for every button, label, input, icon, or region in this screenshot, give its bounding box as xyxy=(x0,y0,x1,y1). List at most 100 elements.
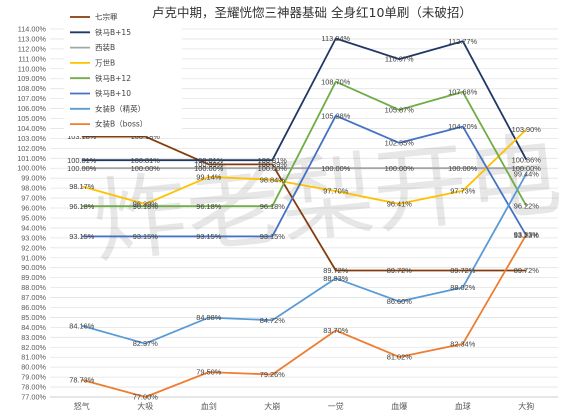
data-label: 100.00% xyxy=(385,164,415,173)
data-label: 110.97% xyxy=(385,55,414,64)
y-tick-label: 80.00% xyxy=(21,363,46,372)
data-label: 96.18% xyxy=(196,202,221,211)
series-line xyxy=(81,128,527,206)
data-label: 100.00% xyxy=(258,164,288,173)
data-label: 89.72% xyxy=(450,266,475,275)
data-label: 103.18% xyxy=(131,132,161,141)
chart-title: 卢克中期，圣耀恍惚三神器基础 全身红10单刷（未破招） xyxy=(152,5,472,20)
y-tick-label: 82.00% xyxy=(21,343,46,352)
x-tick-label: 大吸 xyxy=(137,401,153,411)
y-tick-label: 86.00% xyxy=(21,303,46,312)
series-lines xyxy=(81,37,528,398)
data-label: 104.20% xyxy=(448,122,478,131)
y-tick-label: 83.00% xyxy=(21,333,46,342)
y-tick-label: 112.00% xyxy=(18,44,47,53)
data-label: 89.72% xyxy=(323,266,348,275)
series-line xyxy=(81,114,528,238)
data-label: 100.81% xyxy=(67,156,97,165)
x-tick-label: 大狗 xyxy=(518,401,534,411)
data-label: 96.39% xyxy=(133,200,158,209)
series-line xyxy=(81,234,528,398)
y-tick-label: 81.00% xyxy=(21,353,46,362)
data-label: 96.22% xyxy=(514,201,539,210)
x-tick-label: 血剑 xyxy=(201,401,217,411)
y-tick-label: 99.00% xyxy=(21,174,46,183)
y-tick-label: 106.00% xyxy=(17,104,46,113)
y-tick-label: 79.00% xyxy=(21,373,46,382)
series-line xyxy=(81,37,528,162)
gridlines xyxy=(50,28,558,398)
y-tick-label: 107.00% xyxy=(17,94,46,103)
data-label: 84.98% xyxy=(196,313,221,322)
y-tick-label: 110.00% xyxy=(18,64,47,73)
x-tick-label: 怒气 xyxy=(74,401,90,411)
data-label: 93.15% xyxy=(196,232,221,241)
data-label: 108.70% xyxy=(321,77,351,86)
x-axis: 怒气 大吸 血剑 大崩 一觉 血爆 血球 大狗 xyxy=(74,401,535,411)
y-tick-label: 90.00% xyxy=(21,263,46,272)
y-tick-label: 109.00% xyxy=(17,74,46,83)
data-label: 82.34% xyxy=(450,339,475,348)
data-label: 100.00% xyxy=(194,164,224,173)
y-tick-label: 78.00% xyxy=(21,383,46,392)
x-tick-label: 一觉 xyxy=(328,401,344,411)
data-label: 100.00% xyxy=(131,164,161,173)
data-label: 88.93% xyxy=(323,274,348,283)
data-label: 98.84% xyxy=(260,175,285,184)
data-label: 103.18% xyxy=(67,132,97,141)
y-tick-label: 85.00% xyxy=(21,313,46,322)
data-labels: 103.18% 103.18% 100.39% 100.39% 89.72% 89.72%… xyxy=(67,34,541,401)
x-tick-label: 血球 xyxy=(455,401,471,411)
data-label: 93.15% xyxy=(260,232,285,241)
data-label: 99.14% xyxy=(196,172,221,181)
data-label: 93.23% xyxy=(514,231,539,240)
data-label: 99.44% xyxy=(514,169,539,178)
y-tick-label: 84.00% xyxy=(21,323,46,332)
y-tick-label: 92.00% xyxy=(21,243,46,252)
y-tick-label: 93.00% xyxy=(21,233,46,242)
series-line xyxy=(81,135,527,272)
y-tick-label: 89.00% xyxy=(21,273,46,282)
data-label: 113.04% xyxy=(321,34,350,43)
legend-label: 女装B（boss） xyxy=(95,119,147,129)
y-tick-label: 97.00% xyxy=(21,194,46,203)
y-tick-label: 88.00% xyxy=(21,283,46,292)
legend-label: 铁马B+10 xyxy=(95,88,131,98)
y-tick-label: 103.00% xyxy=(17,134,46,143)
y-axis: 77.00%78.00%79.00%80.00%81.00%82.00%83.0… xyxy=(17,25,46,402)
data-label: 89.72% xyxy=(514,266,539,275)
legend-label: 女装B（精英） xyxy=(95,103,145,113)
y-tick-label: 87.00% xyxy=(21,293,46,302)
y-tick-label: 77.00% xyxy=(21,393,46,402)
data-label: 103.90% xyxy=(512,125,542,134)
data-label: 102.55% xyxy=(385,138,415,147)
data-label: 100.81% xyxy=(131,156,161,165)
y-tick-label: 104.00% xyxy=(17,124,46,133)
series-line xyxy=(81,80,528,208)
data-label: 79.26% xyxy=(260,370,285,379)
data-label: 98.17% xyxy=(69,182,94,191)
y-tick-label: 108.00% xyxy=(17,84,46,93)
y-tick-label: 113.00% xyxy=(18,34,47,43)
data-label: 77.00% xyxy=(133,393,158,402)
data-label: 100.81% xyxy=(258,156,288,165)
legend-label: 万世B xyxy=(95,58,115,68)
legend-label: 西装B xyxy=(95,42,115,52)
data-label: 82.37% xyxy=(133,339,158,348)
data-label: 100.00% xyxy=(448,164,478,173)
y-tick-label: 105.00% xyxy=(17,114,46,123)
data-label: 93.33% xyxy=(514,230,539,239)
series-line xyxy=(81,173,528,345)
data-label: 105.87% xyxy=(385,105,415,114)
data-label: 96.18% xyxy=(69,202,94,211)
data-label: 96.18% xyxy=(133,202,158,211)
data-label: 79.50% xyxy=(196,368,221,377)
legend-label: 铁马B+15 xyxy=(95,27,131,37)
x-tick-label: 大崩 xyxy=(264,401,280,411)
y-tick-label: 100.00% xyxy=(17,164,46,173)
data-label: 81.02% xyxy=(387,353,412,362)
y-tick-label: 96.00% xyxy=(21,204,46,213)
data-label: 100.39% xyxy=(194,160,224,169)
